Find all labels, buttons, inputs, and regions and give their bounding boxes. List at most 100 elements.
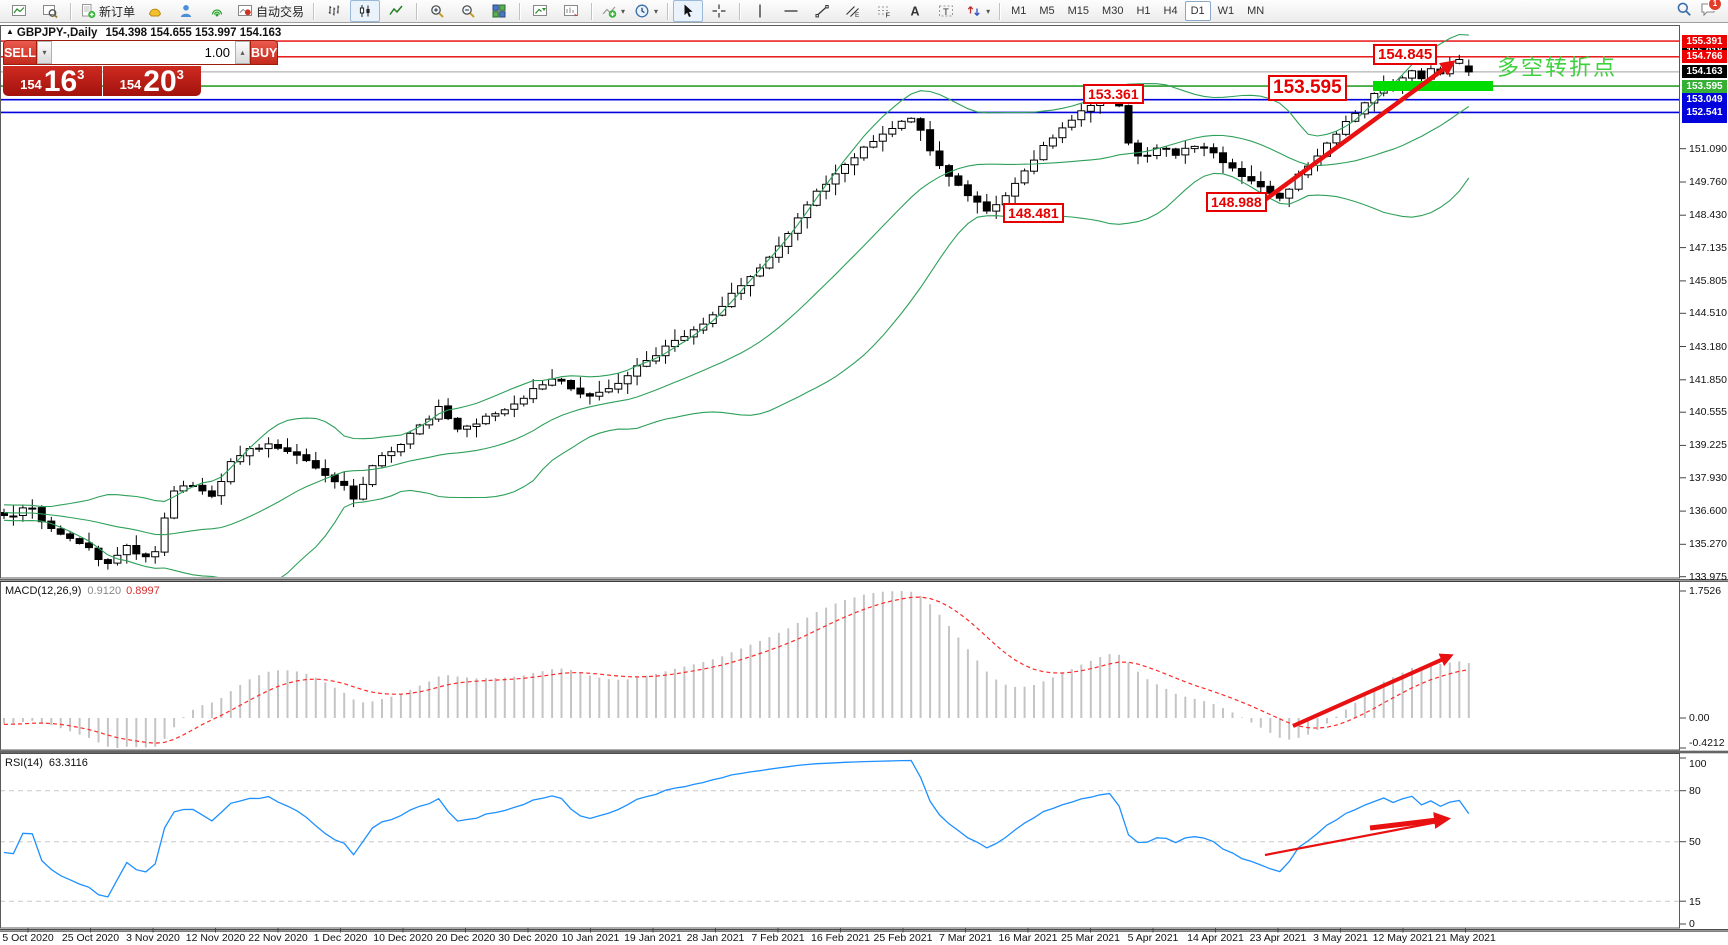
- vline-tool-button[interactable]: [745, 0, 775, 22]
- bollinger-band-m: [3, 106, 1470, 536]
- hline-icon: [783, 3, 799, 19]
- price-scale-value: 148.430: [1689, 209, 1727, 222]
- timeframe-m30-button[interactable]: M30: [1102, 5, 1124, 17]
- dropdown-arrow-icon[interactable]: ▾: [654, 6, 659, 16]
- trend-arrow-rsi-long[interactable]: [1264, 818, 1446, 857]
- timeframe-m1-button[interactable]: M1: [1011, 5, 1027, 17]
- price-tag-154.766[interactable]: 154.766: [1682, 50, 1727, 64]
- new-order-button[interactable]: 新订单: [76, 0, 139, 22]
- chat-button[interactable]: 1: [1700, 0, 1722, 22]
- buy-price-display[interactable]: 154 20 3: [102, 65, 201, 98]
- price-tag-153.049[interactable]: 153.049: [1682, 93, 1727, 107]
- turning-point-label[interactable]: 多空转折点: [1497, 55, 1618, 80]
- chart-title: ▲ GBPJPY-,Daily 154.398 154.655 153.997 15…: [6, 27, 281, 39]
- timeframe-m15-button[interactable]: M15: [1067, 5, 1090, 17]
- bars-view-button[interactable]: [319, 0, 349, 22]
- price-annotation-153.595[interactable]: 153.595: [1268, 75, 1347, 101]
- timeframe-mn-button[interactable]: MN: [1247, 5, 1265, 17]
- text-a-icon: A: [907, 3, 923, 19]
- support-zone-bar[interactable]: [1373, 81, 1493, 91]
- timeframe-w1-button[interactable]: W1: [1217, 5, 1235, 17]
- date-axis-label: 20 Dec 2020: [435, 932, 496, 944]
- chart-marker-icon: ▲: [6, 27, 14, 36]
- date-axis-label: 25 Mar 2021: [1061, 932, 1120, 944]
- price-annotation-153.361[interactable]: 153.361: [1083, 84, 1144, 105]
- crosshair-tool-button[interactable]: [704, 0, 734, 22]
- buy-price-big-figure: 154: [119, 77, 142, 92]
- data-window-button[interactable]: [525, 0, 555, 22]
- main-price-panel[interactable]: [0, 33, 1680, 586]
- navigator-button[interactable]: [556, 0, 586, 22]
- timeframe-d1-button[interactable]: D1: [1184, 1, 1211, 21]
- dropdown-arrow-icon[interactable]: ▾: [986, 6, 991, 16]
- signals-button[interactable]: [202, 0, 232, 22]
- buy-price-pips: 20: [143, 65, 177, 98]
- rsi-panel[interactable]: [0, 759, 1680, 902]
- fibonacci-tool-button[interactable]: F: [869, 0, 899, 22]
- price-tag-155.391[interactable]: 155.391: [1682, 34, 1727, 48]
- search-button[interactable]: [1676, 1, 1692, 22]
- trend-arrow-macd[interactable]: [1292, 653, 1454, 728]
- cursor-tool-button[interactable]: [673, 0, 704, 22]
- price-scale-value: 135.270: [1689, 538, 1727, 551]
- trend-arrow-main[interactable]: [1260, 60, 1456, 204]
- search-icon: [1676, 1, 1692, 17]
- price-scale-value: 145.805: [1689, 274, 1727, 287]
- timeframe-h4-button[interactable]: H4: [1163, 5, 1178, 17]
- new-chart-button[interactable]: [4, 0, 34, 22]
- price-tag-152.541[interactable]: 152.541: [1682, 105, 1727, 119]
- add-indicator-button[interactable]: ▾: [597, 0, 629, 22]
- price-annotation-148.988[interactable]: 148.988: [1206, 192, 1267, 213]
- date-axis-label: 16 Feb 2021: [811, 932, 870, 944]
- trend-arrow-rsi-thick[interactable]: [1369, 811, 1452, 831]
- toolbar-separator: [416, 2, 418, 20]
- arrows-tool-button[interactable]: ▾: [962, 0, 994, 22]
- volume-decrease-button[interactable]: ▾: [36, 41, 52, 64]
- chart-candles-icon: [357, 3, 373, 19]
- svg-text:T: T: [943, 7, 949, 18]
- candles-view-button[interactable]: [350, 0, 381, 22]
- sell-button[interactable]: SELL: [3, 40, 37, 65]
- rsi-scale-value: 15: [1689, 895, 1701, 908]
- volume-increase-button[interactable]: ▴: [234, 41, 250, 64]
- date-axis-label: 22 Nov 2020: [248, 932, 308, 944]
- zoom-out-button[interactable]: [453, 0, 483, 22]
- market-button[interactable]: [140, 0, 170, 22]
- macd-scale-zero: 0.00: [1689, 712, 1710, 724]
- trendline-tool-button[interactable]: [807, 0, 837, 22]
- zoom-in-button[interactable]: [422, 0, 452, 22]
- price-annotation-148.481[interactable]: 148.481: [1003, 203, 1064, 224]
- sell-price-display[interactable]: 154 16 3: [3, 66, 102, 97]
- periods-button[interactable]: ▾: [630, 0, 662, 22]
- chart-line-icon: [388, 3, 404, 19]
- tile-windows-button[interactable]: [484, 0, 514, 22]
- chart-profiles-button[interactable]: [35, 0, 65, 22]
- label-tool-button[interactable]: T: [931, 0, 961, 22]
- date-axis-label: 16 Mar 2021: [998, 932, 1058, 944]
- community-button[interactable]: [171, 0, 201, 22]
- price-scale-value: 151.090: [1689, 142, 1727, 155]
- bollinger-band-l: [3, 172, 1470, 577]
- price-tag-153.595[interactable]: 153.595: [1682, 79, 1727, 93]
- navigator-icon: [563, 3, 579, 19]
- macd-panel[interactable]: [3, 591, 1470, 748]
- macd-scale-min: -0.4212: [1689, 737, 1725, 749]
- dropdown-arrow-icon[interactable]: ▾: [621, 6, 626, 16]
- timeframe-m5-button[interactable]: M5: [1039, 5, 1055, 17]
- volume-input[interactable]: [51, 41, 235, 64]
- price-annotation-154.845[interactable]: 154.845: [1373, 44, 1438, 66]
- vline-icon: [752, 3, 768, 19]
- text-tool-button[interactable]: A: [900, 0, 930, 22]
- rsi-scale-value: 80: [1689, 785, 1701, 798]
- profiles-icon: [42, 3, 58, 19]
- channel-tool-button[interactable]: E: [838, 0, 868, 22]
- buy-button[interactable]: BUY: [249, 40, 279, 65]
- timeframe-h1-button[interactable]: H1: [1136, 5, 1151, 17]
- price-scale-value: 144.510: [1689, 307, 1727, 320]
- new-chart-icon: [11, 3, 27, 19]
- price-tag-154.163[interactable]: 154.163: [1682, 65, 1727, 79]
- autotrading-button[interactable]: 自动交易: [233, 0, 308, 22]
- hline-tool-button[interactable]: [776, 0, 806, 22]
- line-view-button[interactable]: [381, 0, 411, 22]
